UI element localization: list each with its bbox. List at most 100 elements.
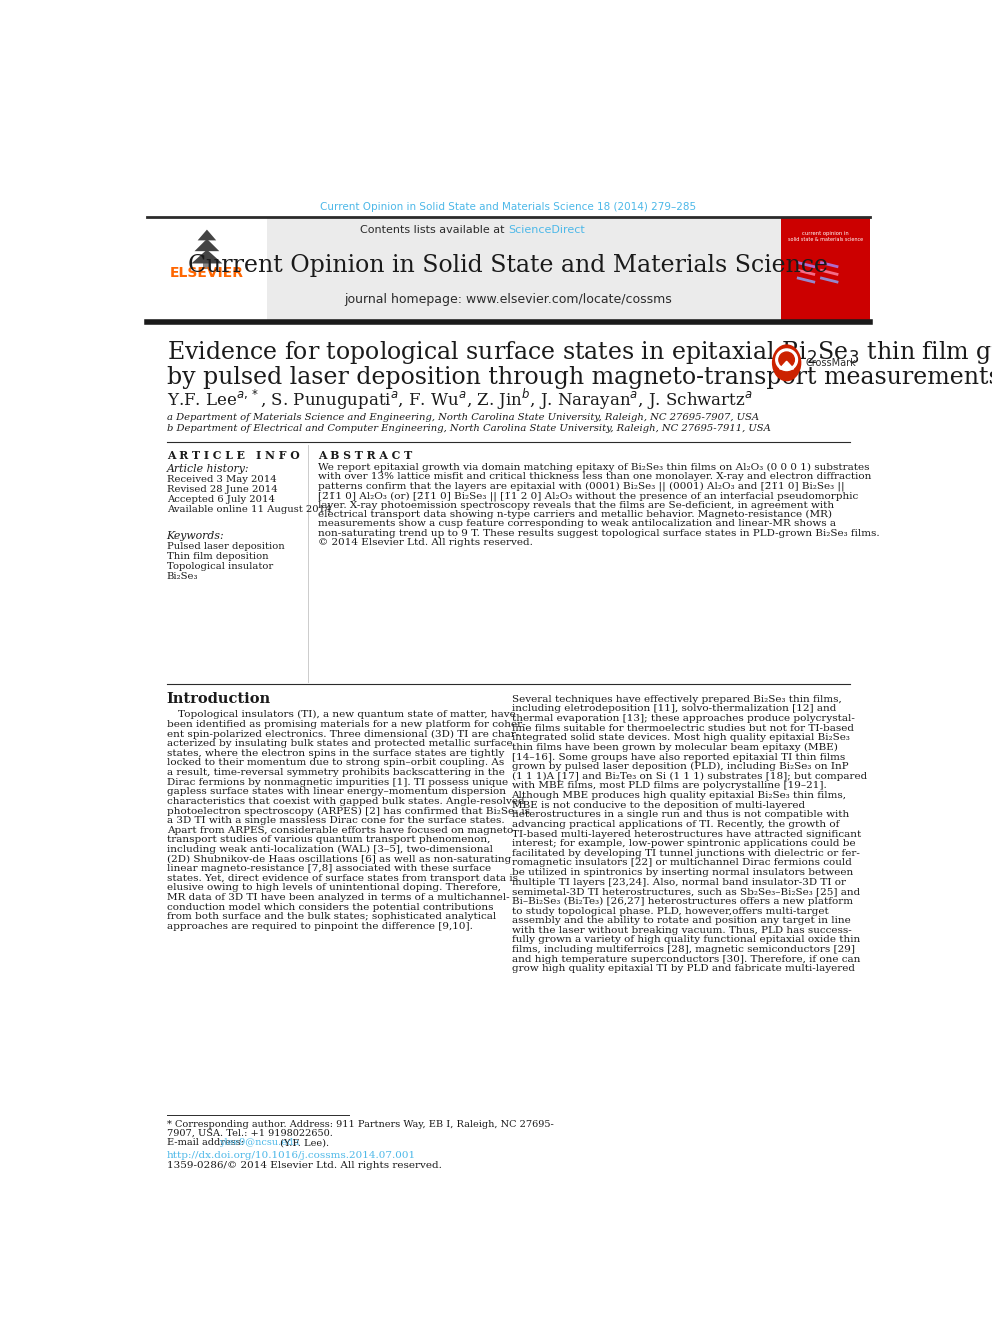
- Text: interest; for example, low-power spintronic applications could be: interest; for example, low-power spintro…: [512, 839, 855, 848]
- Text: grown by pulsed laser deposition (PLD), including Bi₂Se₃ on InP: grown by pulsed laser deposition (PLD), …: [512, 762, 848, 771]
- Text: thermal evaporation [13]; these approaches produce polycrystal-: thermal evaporation [13]; these approach…: [512, 714, 854, 724]
- Text: locked to their momentum due to strong spin–orbit coupling. As: locked to their momentum due to strong s…: [167, 758, 504, 767]
- Text: ent spin-polarized electronics. Three dimensional (3D) TI are char-: ent spin-polarized electronics. Three di…: [167, 729, 519, 738]
- Text: semimetal-3D TI heterostructures, such as Sb₂Se₃–Bi₂Se₃ [25] and: semimetal-3D TI heterostructures, such a…: [512, 888, 860, 896]
- Text: grow high quality epitaxial TI by PLD and fabricate multi-layered: grow high quality epitaxial TI by PLD an…: [512, 964, 854, 974]
- Text: Dirac fermions by nonmagnetic impurities [1]. TI possess unique: Dirac fermions by nonmagnetic impurities…: [167, 778, 508, 787]
- Text: Several techniques have effectively prepared Bi₂Se₃ thin films,: Several techniques have effectively prep…: [512, 695, 841, 704]
- Bar: [147, 218, 870, 321]
- Text: CrossMark: CrossMark: [806, 357, 856, 368]
- Text: non-saturating trend up to 9 T. These results suggest topological surface states: non-saturating trend up to 9 T. These re…: [317, 529, 879, 537]
- Text: multiple TI layers [23,24]. Also, normal band insulator-3D TI or: multiple TI layers [23,24]. Also, normal…: [512, 877, 845, 886]
- Circle shape: [779, 352, 795, 368]
- Text: Contents lists available at: Contents lists available at: [360, 225, 509, 235]
- Text: and high temperature superconductors [30]. Therefore, if one can: and high temperature superconductors [30…: [512, 955, 860, 963]
- Text: films, including multiferroics [28], magnetic semiconductors [29]: films, including multiferroics [28], mag…: [512, 945, 854, 954]
- Text: gapless surface states with linear energy–momentum dispersion: gapless surface states with linear energ…: [167, 787, 506, 796]
- Text: measurements show a cusp feature corresponding to weak antilocalization and line: measurements show a cusp feature corresp…: [317, 520, 835, 528]
- Text: from both surface and the bulk states; sophisticated analytical: from both surface and the bulk states; s…: [167, 913, 496, 921]
- Text: by pulsed laser deposition through magneto-transport measurements: by pulsed laser deposition through magne…: [167, 366, 992, 389]
- Text: [2̈1̈1 0] Al₂O₃ (or) [2̈1̈1 0] Bi₂Se₃ || [1̈1 2 0] Al₂O₃ without the presence of: [2̈1̈1 0] Al₂O₃ (or) [2̈1̈1 0] Bi₂Se₃ ||…: [317, 491, 858, 500]
- Circle shape: [776, 349, 798, 370]
- Text: journal homepage: www.elsevier.com/locate/cossms: journal homepage: www.elsevier.com/locat…: [344, 294, 673, 306]
- Text: thin films have been grown by molecular beam epitaxy (MBE): thin films have been grown by molecular …: [512, 742, 837, 751]
- Text: Revised 28 June 2014: Revised 28 June 2014: [167, 484, 278, 493]
- Text: with over 13% lattice misfit and critical thickness less than one monolayer. X-r: with over 13% lattice misfit and critica…: [317, 472, 871, 482]
- Text: a 3D TI with a single massless Dirac cone for the surface states.: a 3D TI with a single massless Dirac con…: [167, 816, 504, 826]
- Text: Topological insulator: Topological insulator: [167, 561, 273, 570]
- Text: A R T I C L E   I N F O: A R T I C L E I N F O: [167, 450, 300, 460]
- Text: patterns confirm that the layers are epitaxial with (0001) Bi₂Se₃ || (0001) Al₂O: patterns confirm that the layers are epi…: [317, 482, 844, 491]
- Text: 7907, USA. Tel.: +1 9198022650.: 7907, USA. Tel.: +1 9198022650.: [167, 1129, 332, 1138]
- Text: MR data of 3D TI have been analyzed in terms of a multichannel-: MR data of 3D TI have been analyzed in t…: [167, 893, 509, 902]
- Text: Keywords:: Keywords:: [167, 531, 224, 541]
- Text: including weak anti-localization (WAL) [3–5], two-dimensional: including weak anti-localization (WAL) […: [167, 845, 493, 855]
- Text: 1359-0286/© 2014 Elsevier Ltd. All rights reserved.: 1359-0286/© 2014 Elsevier Ltd. All right…: [167, 1162, 441, 1171]
- Text: assembly and the ability to rotate and position any target in line: assembly and the ability to rotate and p…: [512, 916, 850, 925]
- Polygon shape: [191, 250, 222, 263]
- Ellipse shape: [772, 344, 802, 381]
- Text: to study topological phase. PLD, however,offers multi-target: to study topological phase. PLD, however…: [512, 906, 828, 916]
- Text: Evidence for topological surface states in epitaxial Bi$_2$Se$_3$ thin film grow: Evidence for topological surface states …: [167, 339, 992, 366]
- Text: Pulsed laser deposition: Pulsed laser deposition: [167, 541, 285, 550]
- Text: integrated solid state devices. Most high quality epitaxial Bi₂Se₃: integrated solid state devices. Most hig…: [512, 733, 849, 742]
- Text: elusive owing to high levels of unintentional doping. Therefore,: elusive owing to high levels of unintent…: [167, 884, 501, 893]
- Text: facilitated by developing TI tunnel junctions with dielectric or fer-: facilitated by developing TI tunnel junc…: [512, 849, 859, 857]
- Text: current opinion in: current opinion in: [802, 232, 849, 235]
- Text: photoelectron spectroscopy (ARPES) [2] has confirmed that Bi₂Se₃ is: photoelectron spectroscopy (ARPES) [2] h…: [167, 807, 530, 815]
- Text: (1 1 1)A [17] and Bi₂Te₃ on Si (1 1 1) substrates [18]; but compared: (1 1 1)A [17] and Bi₂Te₃ on Si (1 1 1) s…: [512, 771, 867, 781]
- Text: solid state & materials science: solid state & materials science: [788, 237, 863, 242]
- Text: Available online 11 August 2014: Available online 11 August 2014: [167, 504, 331, 513]
- Text: Bi₂Se₃: Bi₂Se₃: [167, 572, 198, 581]
- Text: be utilized in spintronics by inserting normal insulators between: be utilized in spintronics by inserting …: [512, 868, 853, 877]
- Text: E-mail address:: E-mail address:: [167, 1138, 247, 1147]
- Text: Received 3 May 2014: Received 3 May 2014: [167, 475, 277, 484]
- Text: ScienceDirect: ScienceDirect: [509, 225, 585, 235]
- Text: line films suitable for thermoelectric studies but not for TI-based: line films suitable for thermoelectric s…: [512, 724, 853, 733]
- Text: heterostructures in a single run and thus is not compatible with: heterostructures in a single run and thu…: [512, 810, 849, 819]
- Text: A B S T R A C T: A B S T R A C T: [317, 450, 412, 460]
- Text: MBE is not conducive to the deposition of multi-layered: MBE is not conducive to the deposition o…: [512, 800, 805, 810]
- Text: Introduction: Introduction: [167, 692, 271, 706]
- Text: a Department of Materials Science and Engineering, North Carolina State Universi: a Department of Materials Science and En…: [167, 413, 759, 422]
- Text: with MBE films, most PLD films are polycrystalline [19–21].: with MBE films, most PLD films are polyc…: [512, 782, 826, 790]
- Text: Topological insulators (TI), a new quantum state of matter, have: Topological insulators (TI), a new quant…: [179, 710, 516, 720]
- Text: Although MBE produces high quality epitaxial Bi₂Se₃ thin films,: Although MBE produces high quality epita…: [512, 791, 846, 800]
- Text: Current Opinion in Solid State and Materials Science 18 (2014) 279–285: Current Opinion in Solid State and Mater…: [320, 201, 696, 212]
- Text: Thin film deposition: Thin film deposition: [167, 552, 268, 561]
- Text: linear magneto-resistance [7,8] associated with these surface: linear magneto-resistance [7,8] associat…: [167, 864, 491, 873]
- Bar: [203, 257, 210, 269]
- Polygon shape: [197, 230, 216, 241]
- Text: characteristics that coexist with gapped bulk states. Angle-resolved: characteristics that coexist with gapped…: [167, 796, 524, 806]
- Text: ELSEVIER: ELSEVIER: [170, 266, 244, 279]
- Text: Apart from ARPES, considerable efforts have focused on magneto-: Apart from ARPES, considerable efforts h…: [167, 826, 517, 835]
- Text: ylee9@ncsu.edu: ylee9@ncsu.edu: [219, 1138, 300, 1147]
- Text: romagnetic insulators [22] or multichannel Dirac fermions could: romagnetic insulators [22] or multichann…: [512, 859, 851, 868]
- Text: Current Opinion in Solid State and Materials Science: Current Opinion in Solid State and Mater…: [188, 254, 828, 277]
- Text: fully grown a variety of high quality functional epitaxial oxide thin: fully grown a variety of high quality fu…: [512, 935, 860, 945]
- Text: with the laser without breaking vacuum. Thus, PLD has success-: with the laser without breaking vacuum. …: [512, 926, 851, 935]
- Text: a result, time-reversal symmetry prohibits backscattering in the: a result, time-reversal symmetry prohibi…: [167, 767, 505, 777]
- Text: conduction model which considers the potential contributions: conduction model which considers the pot…: [167, 902, 493, 912]
- Text: electrical transport data showing n-type carriers and metallic behavior. Magneto: electrical transport data showing n-type…: [317, 509, 831, 519]
- Text: states, where the electron spins in the surface states are tightly: states, where the electron spins in the …: [167, 749, 504, 758]
- Text: http://dx.doi.org/10.1016/j.cossms.2014.07.001: http://dx.doi.org/10.1016/j.cossms.2014.…: [167, 1151, 416, 1160]
- Text: b Department of Electrical and Computer Engineering, North Carolina State Univer: b Department of Electrical and Computer …: [167, 423, 771, 433]
- Text: Article history:: Article history:: [167, 464, 249, 474]
- Text: TI-based multi-layered heterostructures have attracted significant: TI-based multi-layered heterostructures …: [512, 830, 861, 839]
- Text: © 2014 Elsevier Ltd. All rights reserved.: © 2014 Elsevier Ltd. All rights reserved…: [317, 538, 533, 548]
- Polygon shape: [194, 239, 219, 251]
- Text: including eletrodeposition [11], solvo-thermalization [12] and: including eletrodeposition [11], solvo-t…: [512, 704, 836, 713]
- Text: Bi–Bi₂Se₃ (Bi₂Te₃) [26,27] heterostructures offers a new platform: Bi–Bi₂Se₃ (Bi₂Te₃) [26,27] heterostructu…: [512, 897, 852, 906]
- Text: layer. X-ray photoemission spectroscopy reveals that the films are Se-deficient,: layer. X-ray photoemission spectroscopy …: [317, 500, 834, 509]
- Text: acterized by insulating bulk states and protected metallic surface: acterized by insulating bulk states and …: [167, 740, 512, 747]
- Text: advancing practical applications of TI. Recently, the growth of: advancing practical applications of TI. …: [512, 820, 839, 830]
- Text: Y.F. Lee$^{a,*}$, S. Punugupati$^{a}$, F. Wu$^{a}$, Z. Jin$^{b}$, J. Narayan$^{a: Y.F. Lee$^{a,*}$, S. Punugupati$^{a}$, F…: [167, 386, 752, 411]
- Text: Accepted 6 July 2014: Accepted 6 July 2014: [167, 495, 275, 504]
- Text: transport studies of various quantum transport phenomenon,: transport studies of various quantum tra…: [167, 835, 490, 844]
- Bar: [147, 218, 268, 321]
- Text: (Y.F. Lee).: (Y.F. Lee).: [278, 1138, 329, 1147]
- Text: (2D) Shubnikov-de Haas oscillations [6] as well as non-saturating: (2D) Shubnikov-de Haas oscillations [6] …: [167, 855, 511, 864]
- Polygon shape: [780, 361, 794, 369]
- Text: [14–16]. Some groups have also reported epitaxial TI thin films: [14–16]. Some groups have also reported …: [512, 753, 845, 762]
